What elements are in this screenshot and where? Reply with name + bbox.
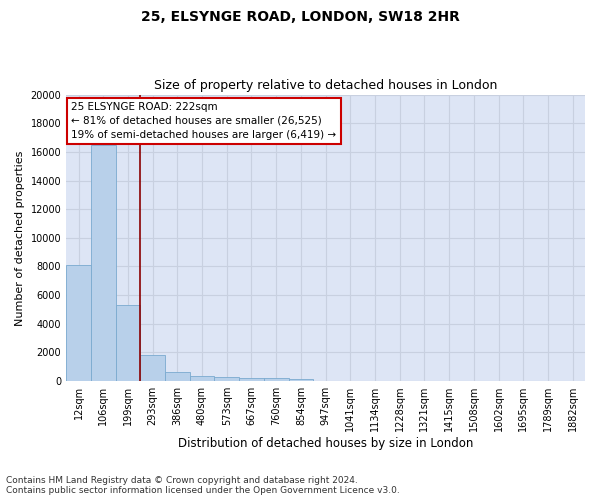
X-axis label: Distribution of detached houses by size in London: Distribution of detached houses by size … <box>178 437 473 450</box>
Bar <box>214 377 239 381</box>
Bar <box>239 378 264 381</box>
Bar <box>289 378 313 381</box>
Y-axis label: Number of detached properties: Number of detached properties <box>15 150 25 326</box>
Text: Contains HM Land Registry data © Crown copyright and database right 2024.
Contai: Contains HM Land Registry data © Crown c… <box>6 476 400 495</box>
Title: Size of property relative to detached houses in London: Size of property relative to detached ho… <box>154 79 497 92</box>
Bar <box>116 305 140 381</box>
Text: 25 ELSYNGE ROAD: 222sqm
← 81% of detached houses are smaller (26,525)
19% of sem: 25 ELSYNGE ROAD: 222sqm ← 81% of detache… <box>71 102 337 140</box>
Bar <box>140 354 165 381</box>
Bar <box>165 372 190 381</box>
Bar <box>66 265 91 381</box>
Bar <box>91 144 116 381</box>
Text: 25, ELSYNGE ROAD, LONDON, SW18 2HR: 25, ELSYNGE ROAD, LONDON, SW18 2HR <box>140 10 460 24</box>
Bar <box>264 378 289 381</box>
Bar <box>190 376 214 381</box>
